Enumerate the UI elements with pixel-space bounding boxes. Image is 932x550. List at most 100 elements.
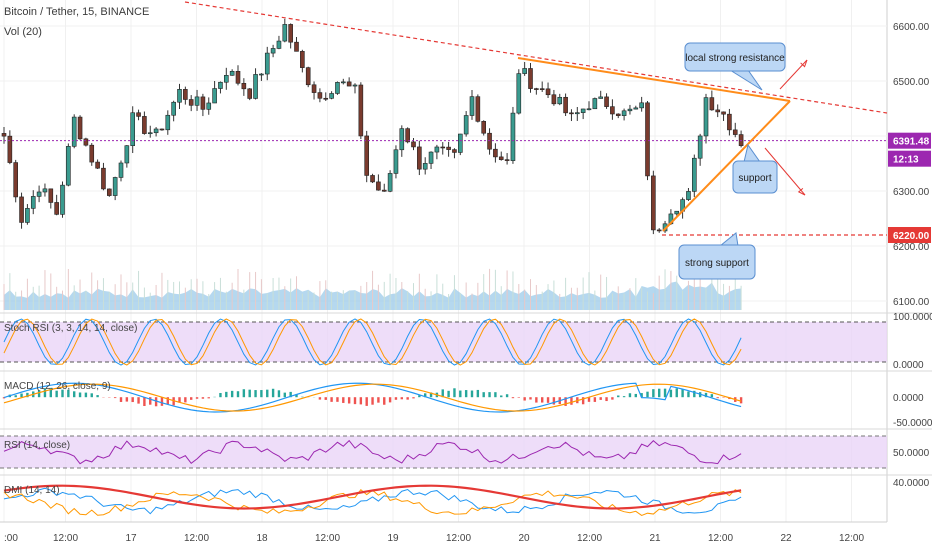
macd-histogram-bar: [131, 397, 134, 403]
volume-bar: [296, 276, 297, 310]
volume-bar: [126, 282, 128, 310]
macd-histogram-bar: [622, 396, 626, 398]
volume-bar: [652, 293, 654, 310]
current-price-tag-bg: [888, 132, 931, 149]
resistance-trendline: [517, 57, 791, 102]
rsi-label: RSI (14, close): [4, 440, 70, 451]
volume-bar: [547, 284, 549, 310]
stoch-d-line: [3, 318, 742, 366]
candle: [615, 113, 621, 119]
volume-bar: [319, 281, 321, 310]
breakdown-arrow-head: [797, 187, 806, 196]
candle: [270, 44, 276, 58]
macd-histogram-bar: [90, 393, 93, 398]
candle: [645, 100, 650, 181]
candle: [241, 78, 247, 96]
volume-bar: [647, 291, 648, 310]
volume-bar: [682, 290, 684, 310]
time-axis-tick-label: 12:00: [708, 533, 733, 544]
volume-bar: [249, 272, 251, 310]
price-axis-tick-label: 6200.00: [893, 242, 930, 253]
candle: [469, 90, 475, 120]
volume-bar: [196, 278, 198, 310]
macd-histogram-bar: [564, 397, 567, 406]
candle: [370, 173, 375, 184]
macd-histogram-bar: [646, 391, 649, 398]
macd-histogram-bar: [669, 389, 673, 398]
macd-histogram-bar: [383, 397, 386, 405]
candle: [25, 204, 30, 225]
volume-bar: [290, 278, 292, 310]
volume-bar: [79, 279, 81, 310]
candle: [428, 151, 434, 170]
volume-bar: [524, 289, 526, 310]
macd-histogram-bar: [242, 389, 246, 398]
time-axis-tick-label: 22: [780, 533, 792, 544]
macd-histogram-bar: [125, 397, 129, 402]
volume-bar: [120, 274, 122, 310]
candle: [463, 111, 469, 137]
volume-bar: [594, 290, 596, 310]
volume-bar: [389, 273, 391, 310]
volume-bar: [641, 287, 643, 310]
rsi-band: [0, 436, 887, 468]
volume-bar: [348, 291, 350, 310]
macd-histogram-bar: [581, 397, 585, 405]
volume-bar: [108, 291, 110, 310]
candle: [264, 46, 270, 81]
price-axis-tick-label: 6500.00: [893, 77, 930, 88]
volume-bar: [225, 291, 227, 310]
candle: [457, 133, 463, 156]
volume-bar: [401, 282, 403, 310]
macd-histogram-bar: [61, 389, 64, 398]
candle: [405, 127, 410, 144]
candle: [282, 18, 288, 43]
volume-bar: [149, 292, 151, 310]
volume-bar: [91, 272, 93, 310]
breakdown-arrow: [764, 147, 806, 196]
macd-histogram-bar: [652, 389, 655, 398]
candle: [633, 105, 639, 110]
volume-bar: [278, 277, 280, 310]
macd-histogram-bar: [500, 395, 503, 398]
candle: [136, 109, 141, 121]
countdown-tag-text: 12:13: [893, 155, 919, 166]
macd-tick-label: 0.0000: [893, 393, 924, 404]
volume-bar: [512, 271, 514, 310]
macd-label: MACD (12, 26, close, 9): [4, 381, 111, 392]
volume-bar: [570, 287, 572, 310]
time-axis-tick-label: 20: [518, 533, 530, 544]
macd-histogram-bar: [687, 391, 690, 398]
candle: [200, 93, 206, 117]
volume-bar: [9, 273, 11, 310]
macd-histogram-bar: [260, 390, 263, 398]
macd-histogram-bar: [488, 392, 491, 398]
macd-histogram-bar: [67, 389, 70, 398]
volume-bar: [336, 291, 338, 310]
volume-bar: [734, 269, 736, 310]
macd-histogram-bar: [476, 389, 480, 398]
macd-histogram-bar: [84, 392, 88, 398]
candle: [516, 69, 522, 115]
volume-bar: [56, 286, 58, 310]
volume-bar: [26, 278, 28, 310]
volume-bar: [664, 269, 666, 310]
macd-histogram-bar: [271, 388, 275, 398]
macd-histogram-bar: [26, 392, 29, 398]
macd-histogram-bar: [494, 392, 497, 398]
candle: [732, 122, 738, 138]
dmi-label: DMI (14, 14): [4, 485, 60, 496]
candle: [66, 143, 71, 187]
macd-histogram-bar: [663, 388, 667, 398]
macd-histogram-bar: [236, 391, 240, 398]
macd-histogram-bar: [207, 397, 210, 399]
volume-bar: [97, 280, 99, 310]
volume-bar: [360, 285, 362, 310]
candle: [259, 73, 264, 81]
candle: [95, 159, 100, 169]
volume-bar: [530, 279, 531, 310]
volume-bar: [676, 275, 678, 310]
macd-histogram-bar: [49, 387, 52, 398]
candle: [83, 137, 89, 147]
